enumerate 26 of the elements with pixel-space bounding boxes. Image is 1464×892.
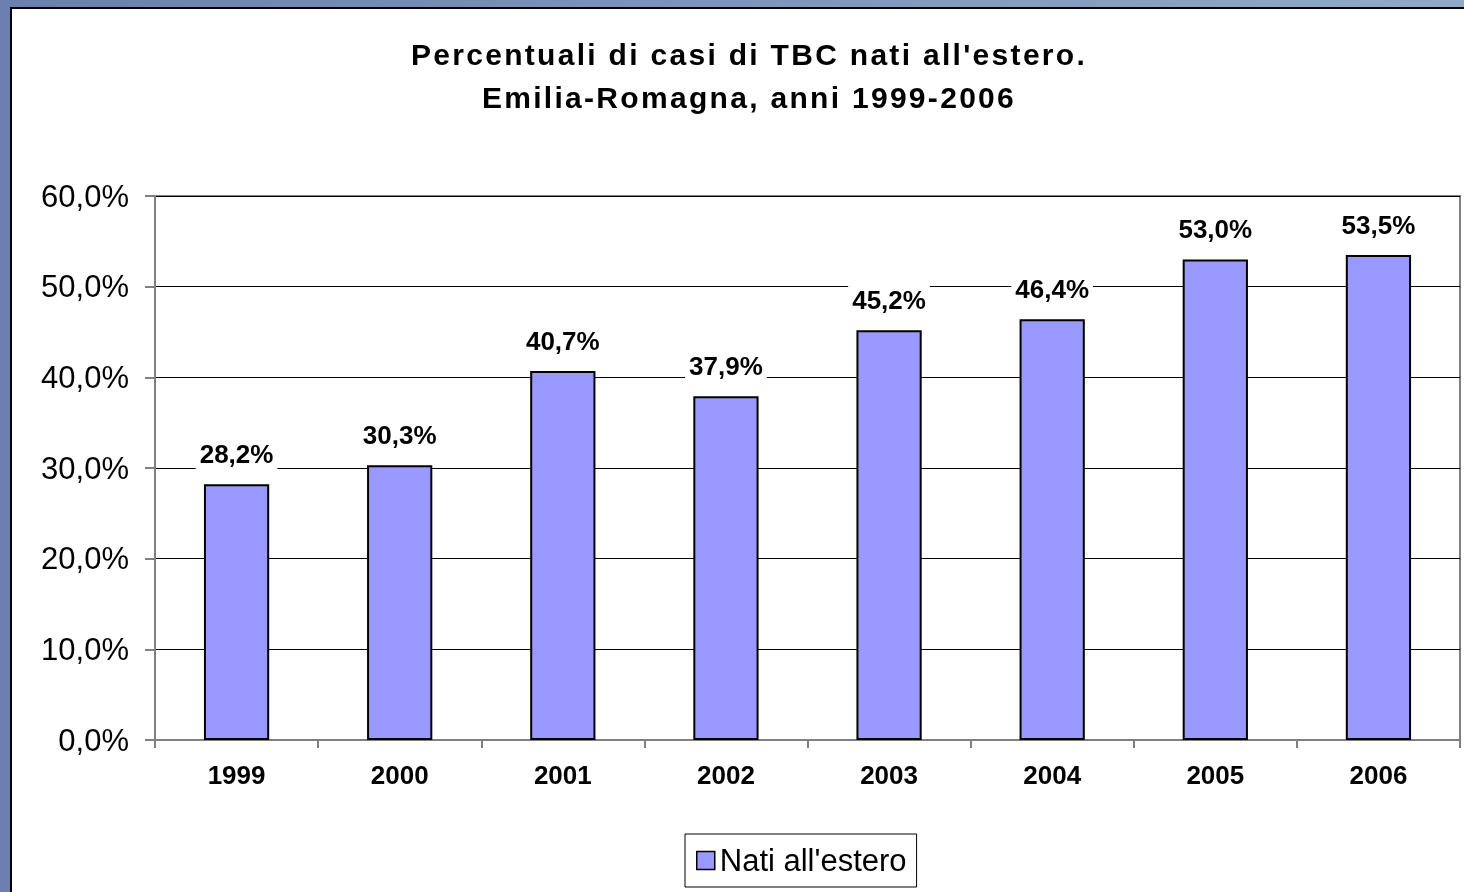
data-label: 53,5% bbox=[1341, 209, 1416, 240]
x-tick-label: 1999 bbox=[207, 760, 266, 790]
data-label: 46,4% bbox=[1015, 274, 1090, 305]
y-tick-label: 30,0% bbox=[41, 450, 129, 486]
chart-title: Percentuali di casi di TBC nati all'estero. bbox=[410, 38, 1088, 71]
x-tick-label: 2000 bbox=[370, 760, 429, 790]
x-tick-label: 2005 bbox=[1186, 760, 1245, 790]
y-tick-label: 20,0% bbox=[41, 541, 129, 577]
y-tick-label: 60,0% bbox=[41, 178, 129, 214]
x-tick-label: 2001 bbox=[533, 760, 592, 790]
chart-subtitle: Emilia-Romagna, anni 1999-2006 bbox=[481, 81, 1017, 114]
x-tick-label: 2004 bbox=[1023, 760, 1082, 790]
y-tick-label: 10,0% bbox=[41, 631, 129, 667]
data-label: 37,9% bbox=[689, 351, 763, 382]
data-label: 28,2% bbox=[199, 439, 274, 470]
x-tick-label: 2002 bbox=[697, 760, 755, 790]
data-label: 53,0% bbox=[1178, 214, 1253, 245]
x-tick-label: 2003 bbox=[860, 760, 918, 790]
data-label: 45,2% bbox=[852, 285, 926, 316]
x-tick-label: 2006 bbox=[1349, 760, 1408, 790]
data-label: 40,7% bbox=[525, 325, 600, 356]
y-tick-label: 0,0% bbox=[58, 722, 129, 758]
data-label: 30,3% bbox=[362, 420, 437, 451]
y-tick-label: 50,0% bbox=[41, 269, 129, 305]
legend-label: Nati all'estero bbox=[719, 843, 907, 878]
y-tick-label: 40,0% bbox=[41, 359, 129, 395]
